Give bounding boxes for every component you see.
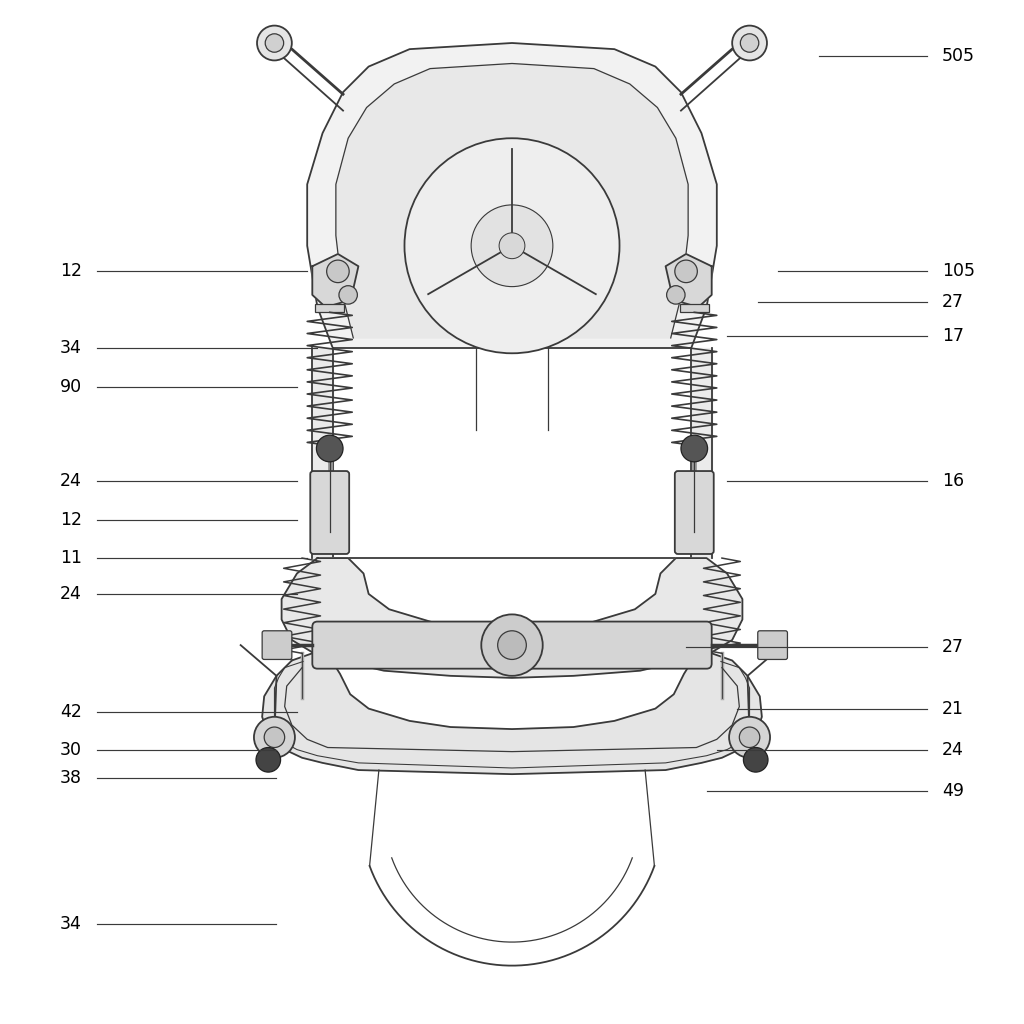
- Circle shape: [729, 717, 770, 758]
- Circle shape: [257, 26, 292, 60]
- Polygon shape: [262, 653, 762, 774]
- Text: 24: 24: [942, 740, 964, 759]
- Text: 27: 27: [942, 638, 964, 656]
- Polygon shape: [312, 254, 358, 307]
- Circle shape: [339, 286, 357, 304]
- Text: 34: 34: [60, 914, 82, 933]
- Polygon shape: [666, 254, 712, 307]
- FancyBboxPatch shape: [675, 471, 714, 554]
- Bar: [315, 304, 344, 312]
- Polygon shape: [312, 348, 333, 558]
- Circle shape: [404, 138, 620, 353]
- Circle shape: [264, 727, 285, 748]
- Circle shape: [739, 727, 760, 748]
- Circle shape: [254, 717, 295, 758]
- Circle shape: [498, 631, 526, 659]
- Circle shape: [471, 205, 553, 287]
- Circle shape: [681, 435, 708, 462]
- Text: 17: 17: [942, 327, 964, 345]
- Polygon shape: [307, 43, 717, 348]
- Circle shape: [675, 260, 697, 283]
- Text: 21: 21: [942, 699, 964, 718]
- Text: 27: 27: [942, 293, 964, 311]
- Circle shape: [732, 26, 767, 60]
- Circle shape: [265, 34, 284, 52]
- Text: 11: 11: [60, 549, 82, 567]
- Text: 12: 12: [60, 511, 82, 529]
- Circle shape: [327, 260, 349, 283]
- Text: 505: 505: [942, 47, 975, 66]
- Text: 42: 42: [60, 702, 82, 721]
- Circle shape: [316, 435, 343, 462]
- Text: 49: 49: [942, 781, 964, 800]
- Circle shape: [256, 748, 281, 772]
- Polygon shape: [691, 348, 712, 558]
- Bar: [680, 304, 709, 312]
- FancyBboxPatch shape: [312, 622, 712, 669]
- FancyBboxPatch shape: [262, 631, 292, 659]
- Text: 12: 12: [60, 262, 82, 281]
- Text: 34: 34: [60, 339, 82, 357]
- Text: 105: 105: [942, 262, 975, 281]
- FancyBboxPatch shape: [758, 631, 787, 659]
- FancyBboxPatch shape: [310, 471, 349, 554]
- Text: 16: 16: [942, 472, 965, 490]
- Polygon shape: [336, 63, 688, 338]
- Polygon shape: [282, 558, 742, 678]
- Text: 24: 24: [60, 472, 82, 490]
- Circle shape: [481, 614, 543, 676]
- Text: 90: 90: [59, 378, 82, 396]
- Text: 38: 38: [60, 769, 82, 787]
- Text: 30: 30: [60, 740, 82, 759]
- Text: 24: 24: [60, 585, 82, 603]
- Circle shape: [499, 232, 525, 259]
- Circle shape: [740, 34, 759, 52]
- Circle shape: [667, 286, 685, 304]
- Circle shape: [743, 748, 768, 772]
